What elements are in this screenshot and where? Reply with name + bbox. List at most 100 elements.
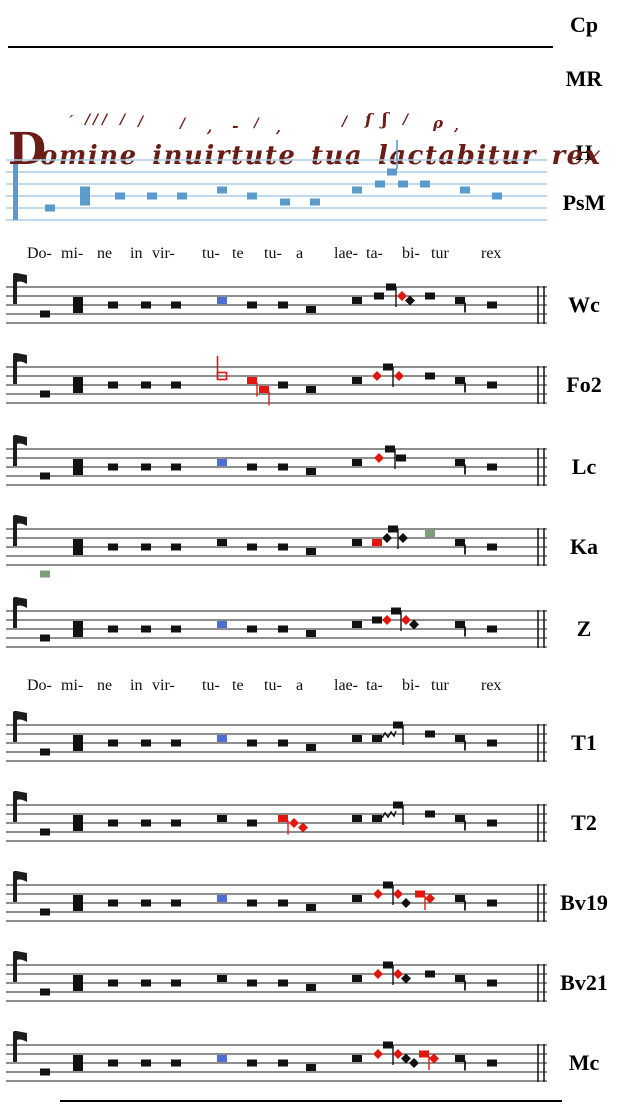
note-sq xyxy=(171,463,181,471)
note-sq xyxy=(247,463,257,471)
neume-mark: / xyxy=(180,116,186,132)
h-text-body: omine inuirtute tua lactabitur rex xyxy=(40,141,602,171)
source-label-Bv19: Bv19 xyxy=(560,890,608,915)
note-sq xyxy=(171,899,181,907)
note-pod xyxy=(73,735,83,751)
syllable: Do- xyxy=(27,245,52,262)
note-sq xyxy=(278,979,288,987)
note-sq xyxy=(372,539,382,546)
note-st xyxy=(388,525,399,549)
note-di xyxy=(372,371,382,381)
note-sq xyxy=(352,186,362,194)
neume-mark: / xyxy=(120,112,126,128)
note-sq xyxy=(147,192,157,200)
note-sq xyxy=(352,621,362,628)
note-sq xyxy=(352,815,362,822)
note-sq xyxy=(217,297,227,304)
syllable: in xyxy=(130,677,143,694)
note-sq xyxy=(487,301,497,309)
note-sq xyxy=(306,468,316,475)
note-di xyxy=(298,822,308,833)
note-pl xyxy=(455,539,466,555)
note-di xyxy=(409,619,419,630)
note-qu xyxy=(381,730,397,739)
neume-mark: / xyxy=(342,114,348,130)
note-di xyxy=(393,889,403,899)
note-sq xyxy=(374,292,384,300)
note-sq xyxy=(108,381,118,389)
note-sq xyxy=(352,377,362,384)
note-sq xyxy=(40,908,50,916)
note-di xyxy=(289,818,299,828)
clef-icon xyxy=(13,790,27,822)
note-sq xyxy=(420,180,430,188)
note-sq xyxy=(278,1059,288,1067)
clef-icon xyxy=(13,272,27,304)
source-label-Cp: Cp xyxy=(569,12,599,37)
note-sq xyxy=(425,372,435,380)
note-sq xyxy=(278,381,288,389)
note-sq xyxy=(217,459,227,466)
note-sq xyxy=(278,625,288,633)
psm-left-bar xyxy=(13,164,18,220)
note-sq xyxy=(141,739,151,747)
note-sq xyxy=(352,539,362,546)
note-sq xyxy=(460,186,470,194)
note-sq xyxy=(171,625,181,633)
note-sd xyxy=(419,1050,430,1070)
note-sq xyxy=(247,625,257,633)
note-di xyxy=(401,973,411,984)
clef-icon xyxy=(13,870,27,902)
note-sq xyxy=(108,899,118,907)
note-sq xyxy=(141,543,151,551)
note-sq xyxy=(425,730,435,738)
neume-mark: ´ xyxy=(66,114,73,130)
syllable: ne xyxy=(97,245,113,262)
syllable: mi- xyxy=(61,677,84,694)
syllable: in xyxy=(130,245,143,262)
note-sq xyxy=(171,1059,181,1067)
note-sq xyxy=(108,1059,118,1067)
note-sq xyxy=(108,739,118,747)
source-label-Z: Z xyxy=(576,616,592,641)
note-sq xyxy=(108,625,118,633)
note-sq xyxy=(247,1059,257,1067)
note-sq xyxy=(352,297,362,304)
note-sq xyxy=(217,895,227,902)
note-sq xyxy=(278,543,288,551)
note-sq xyxy=(171,819,181,827)
syllable: tu- xyxy=(202,677,220,694)
note-sq xyxy=(217,186,227,194)
note-sq xyxy=(352,735,362,742)
syllable: bi- xyxy=(402,245,420,262)
note-sq xyxy=(278,899,288,907)
note-sq xyxy=(487,543,497,551)
note-sq xyxy=(247,192,257,200)
source-label-Lc: Lc xyxy=(571,454,597,479)
note-pl xyxy=(455,1055,466,1071)
note-sq xyxy=(425,292,435,300)
note-sq xyxy=(247,543,257,551)
note-sq xyxy=(247,979,257,987)
note-sq xyxy=(217,1055,227,1062)
note-di xyxy=(401,1053,411,1064)
staff-T1 xyxy=(6,710,547,762)
note-sq xyxy=(108,819,118,827)
note-sq xyxy=(40,988,50,996)
note-sq xyxy=(40,310,50,318)
source-label-PsM: PsM xyxy=(562,190,606,215)
note-sq xyxy=(141,1059,151,1067)
neume-mark: - xyxy=(232,116,239,135)
clef-icon xyxy=(13,434,27,466)
note-pod xyxy=(73,297,83,313)
note-sq xyxy=(306,984,316,991)
note-sq xyxy=(306,744,316,751)
clef-icon xyxy=(13,352,27,384)
syllable: ta- xyxy=(366,677,383,694)
neume-mark: / xyxy=(85,112,91,128)
note-sq xyxy=(278,301,288,309)
syllable: mi- xyxy=(61,245,84,262)
staff-T2 xyxy=(6,790,547,842)
note-pod xyxy=(73,1055,83,1071)
